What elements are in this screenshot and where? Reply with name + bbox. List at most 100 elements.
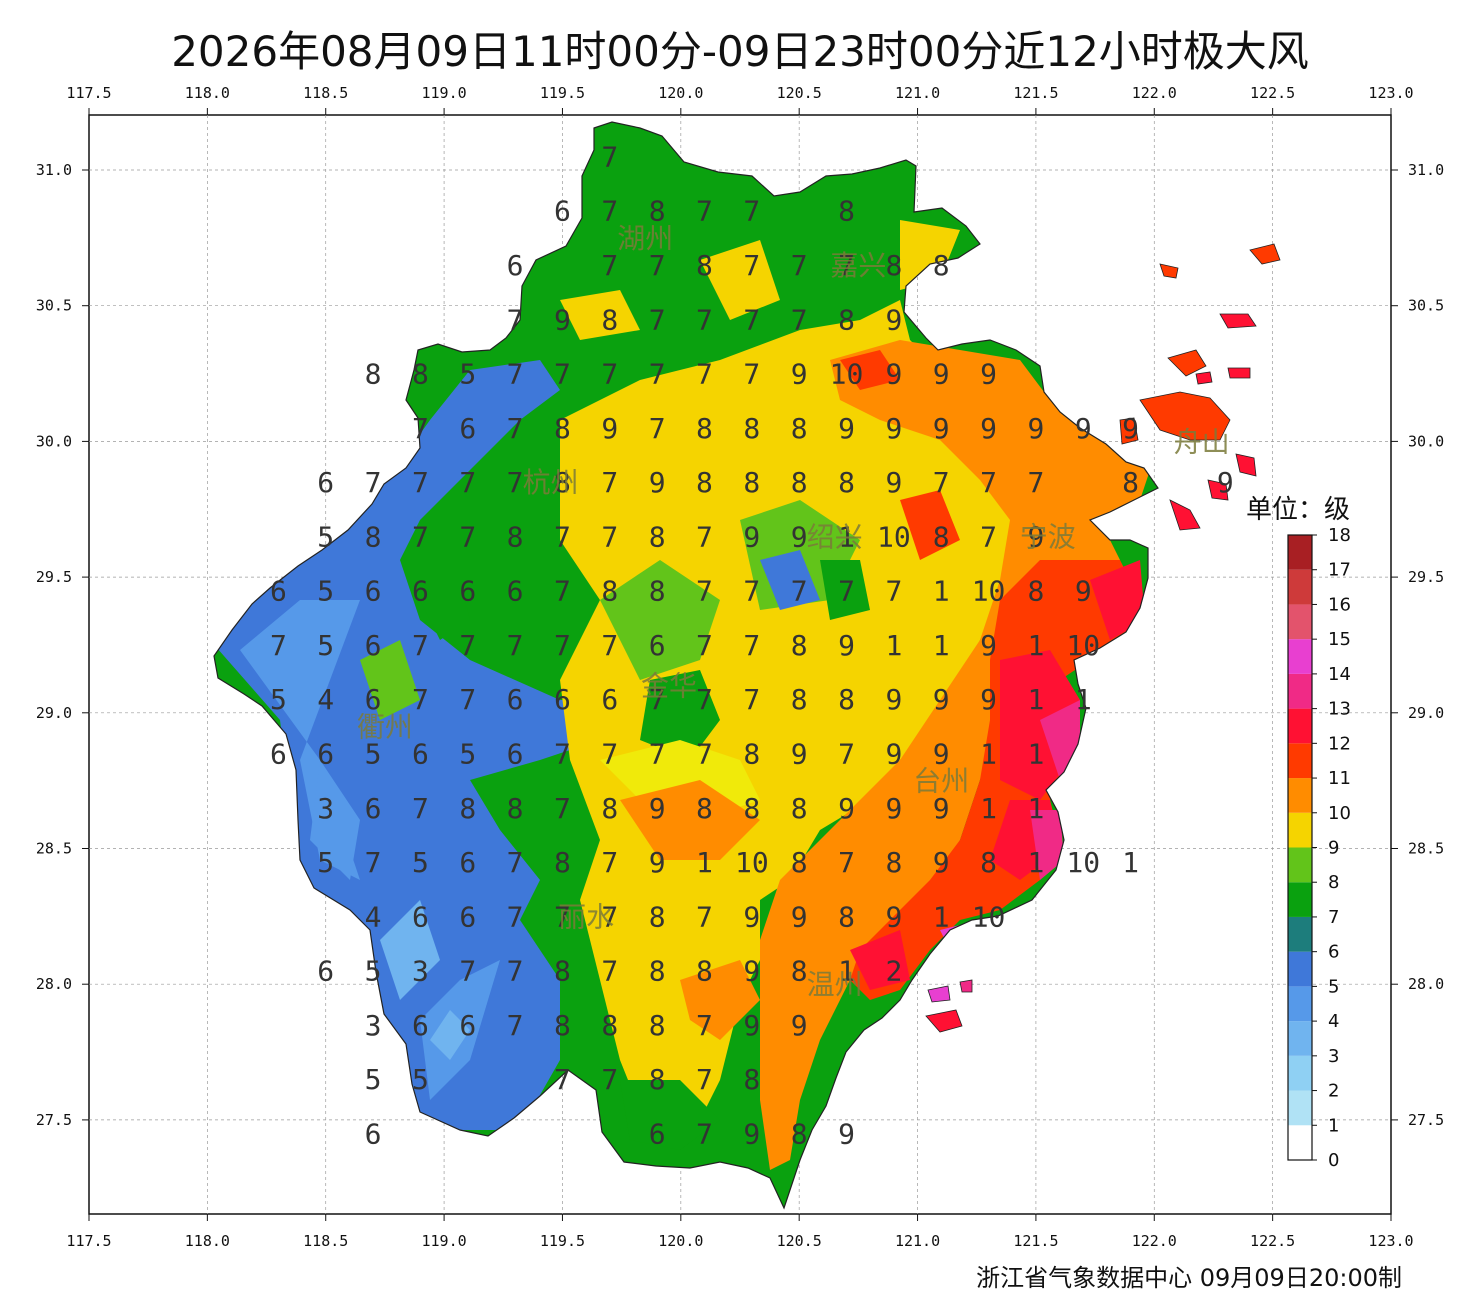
province-outline <box>213 121 1159 1210</box>
wind-grade-value: 8 <box>885 249 902 282</box>
wind-grade-value: 9 <box>743 955 760 988</box>
wind-grade-value: 6 <box>507 683 524 716</box>
wind-grade-value: 3 <box>317 792 334 825</box>
wind-grade-value: 9 <box>791 1009 808 1042</box>
wind-grade-value: 7 <box>743 303 760 336</box>
legend-level-label: 0 <box>1328 1150 1339 1171</box>
wind-grade-value: 1 <box>980 738 997 771</box>
wind-grade-value: 7 <box>980 466 997 499</box>
wind-grade-value: 7 <box>696 900 713 933</box>
legend-swatch <box>1288 708 1312 744</box>
wind-grade-value: 8 <box>1027 575 1044 608</box>
wind-grade-value: 8 <box>554 846 571 879</box>
legend-level-label: 1 <box>1328 1115 1339 1136</box>
wind-grade-value: 8 <box>838 900 855 933</box>
lat-tick-label-left: 28.0 <box>36 975 72 993</box>
wind-grade-value: 9 <box>649 792 666 825</box>
legend-swatch <box>1288 916 1312 952</box>
wind-grade-value: 7 <box>838 846 855 879</box>
lon-tick-label-top: 121.5 <box>1013 84 1058 102</box>
wind-grade-value: 8 <box>885 846 902 879</box>
wind-grade-value: 9 <box>743 1009 760 1042</box>
wind-grade-value: 6 <box>649 1117 666 1150</box>
legend-level-label: 18 <box>1328 525 1351 546</box>
lon-tick-label-top: 121.0 <box>895 84 940 102</box>
wind-grade-value: 9 <box>1027 412 1044 445</box>
wind-grade-value: 9 <box>838 412 855 445</box>
lat-tick-label-left: 28.5 <box>36 840 72 858</box>
lon-tick-label-bottom: 118.5 <box>303 1232 348 1250</box>
wind-grade-value: 7 <box>743 195 760 228</box>
wind-grade-value: 7 <box>412 792 429 825</box>
wind-grade-value: 9 <box>554 303 571 336</box>
legend-swatch <box>1288 1021 1312 1056</box>
wind-grade-value: 7 <box>601 466 618 499</box>
lat-tick-label-right: 28.0 <box>1408 975 1444 993</box>
lon-tick-label-bottom: 118.0 <box>185 1232 230 1250</box>
wind-grade-value: 3 <box>412 955 429 988</box>
map-title: 2026年08月09日11时00分-09日23时00分近12小时极大风 <box>171 27 1309 76</box>
lat-tick-label-right: 30.0 <box>1408 432 1444 450</box>
wind-grade-value: 7 <box>365 846 382 879</box>
legend-swatch <box>1288 847 1312 883</box>
wind-grade-value: 9 <box>933 683 950 716</box>
wind-grade-value: 6 <box>317 955 334 988</box>
wind-grade-value: 7 <box>601 195 618 228</box>
wind-grade-value: 9 <box>1027 520 1044 553</box>
wind-grade-value: 7 <box>507 629 524 662</box>
wind-grade-value: 8 <box>791 955 808 988</box>
legend-swatch <box>1288 604 1312 640</box>
wind-grade-value: 7 <box>601 249 618 282</box>
wind-grade-value: 8 <box>791 1117 808 1150</box>
wind-grade-value: 9 <box>1075 412 1092 445</box>
lat-tick-label-right: 29.0 <box>1408 704 1444 722</box>
wind-grade-value: 10 <box>877 520 911 553</box>
wind-grade-value: 5 <box>365 1063 382 1096</box>
wind-grade-value: 6 <box>554 195 571 228</box>
wind-grade-value: 8 <box>459 792 476 825</box>
legend-level-label: 4 <box>1328 1011 1339 1032</box>
legend-swatch <box>1288 535 1312 570</box>
wind-grade-value: 7 <box>507 900 524 933</box>
wind-grade-value: 7 <box>601 846 618 879</box>
legend-level-label: 9 <box>1328 838 1339 859</box>
wind-grade-value: 7 <box>649 358 666 391</box>
legend-swatch <box>1288 1125 1312 1160</box>
wind-grade-value: 7 <box>838 738 855 771</box>
legend-level-label: 15 <box>1328 629 1351 650</box>
wind-grade-value: 7 <box>507 1009 524 1042</box>
lat-tick-label-left: 30.0 <box>36 432 72 450</box>
wind-grade-value: 9 <box>933 358 950 391</box>
wind-grade-value: 8 <box>649 1063 666 1096</box>
wind-grade-value: 7 <box>554 738 571 771</box>
wind-grade-value: 8 <box>601 303 618 336</box>
wind-grade-value: 9 <box>980 683 997 716</box>
wind-grade-value: 5 <box>412 1063 429 1096</box>
wind-grade-value: 9 <box>885 900 902 933</box>
wind-grade-value: 8 <box>696 955 713 988</box>
legend-swatch <box>1288 673 1312 709</box>
wind-grade-value: 9 <box>1217 466 1234 499</box>
legend-level-label: 7 <box>1328 907 1339 928</box>
wind-grade-value: 1 <box>838 955 855 988</box>
wind-grade-value: 8 <box>649 195 666 228</box>
legend-swatch <box>1288 951 1312 987</box>
city-label: 杭州 <box>523 466 579 499</box>
wind-grade-value: 7 <box>554 1063 571 1096</box>
wind-grade-value: 9 <box>885 412 902 445</box>
wind-grade-value: 7 <box>459 955 476 988</box>
wind-grade-value: 7 <box>554 792 571 825</box>
city-label: 宁波 <box>1020 520 1076 553</box>
wind-grade-value: 7 <box>412 466 429 499</box>
lon-tick-label-bottom: 117.5 <box>66 1232 111 1250</box>
wind-grade-value: 2 <box>885 955 902 988</box>
wind-grade-value: 8 <box>696 412 713 445</box>
wind-grade-value: 9 <box>791 520 808 553</box>
wind-grade-value: 7 <box>365 466 382 499</box>
wind-grade-value: 7 <box>649 738 666 771</box>
lon-tick-label-top: 119.5 <box>540 84 585 102</box>
legend-level-label: 2 <box>1328 1081 1339 1102</box>
wind-grade-value: 6 <box>507 738 524 771</box>
wind-grade-value: 4 <box>365 900 382 933</box>
